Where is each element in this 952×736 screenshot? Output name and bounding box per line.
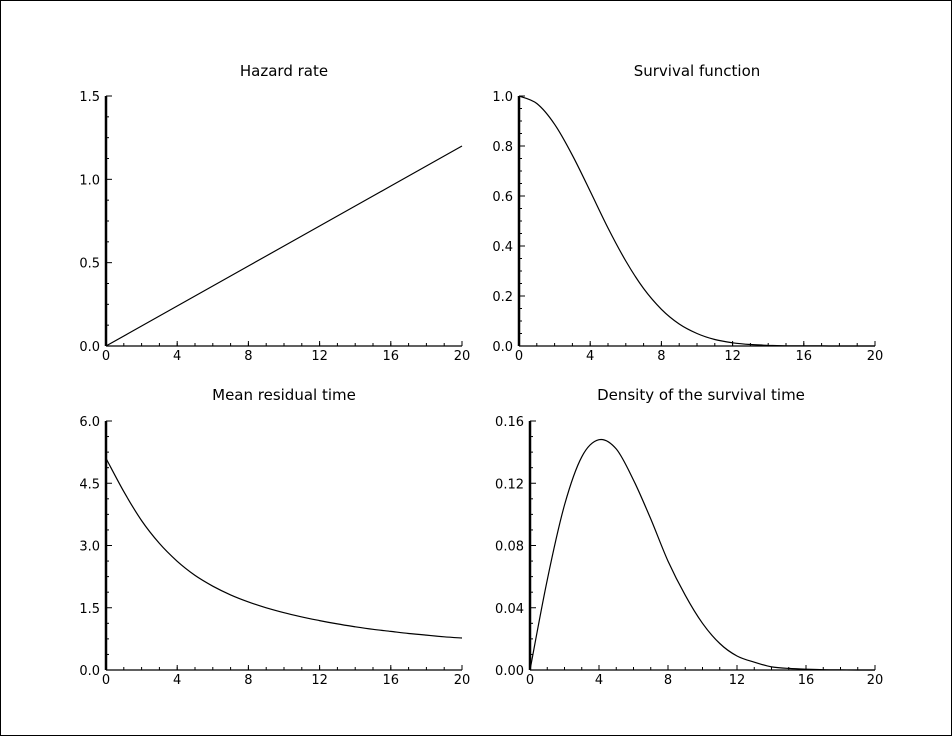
y-tick-label: 0.12 [495,477,524,492]
axes: 0 4 8 12 16 20 0.0 1.5 3.0 4.5 6.0 [79,415,470,688]
x-tick-label: 20 [867,673,884,688]
x-tick-label: 12 [729,673,746,688]
axes: 0 4 8 12 16 20 0.0 0.5 1.0 1.5 [79,90,470,364]
x-tick-label: 0 [526,673,534,688]
x-tick-label: 4 [173,349,181,364]
x-tick-label: 12 [311,349,328,364]
y-tick-label: 3.0 [79,540,100,555]
y-tick-label: 0.16 [495,415,524,430]
y-tick-label: 0.4 [492,240,513,255]
series-line [529,438,875,671]
panel-hazard-rate: Hazard rate 0 4 8 12 16 20 0.0 0.5 1.0 1.5 [79,62,470,364]
x-tick-label: 8 [657,349,665,364]
y-tick-label: 0.8 [492,140,513,155]
x-tick-label: 0 [102,673,110,688]
series-line [105,145,463,347]
panel-survival-function: Survival function 0 4 8 12 16 200.00.20.40.60… [492,62,883,364]
y-tick-label: 0.2 [492,290,513,305]
y-tick-label: 0.0 [79,340,100,355]
x-tick-label: 8 [664,673,672,688]
x-tick-label: 20 [454,349,471,364]
x-tick-label: 20 [454,673,471,688]
x-tick-label: 20 [867,349,884,364]
panel-title: Density of the survival time [597,386,805,404]
panel-title: Survival function [634,62,761,80]
y-tick-label: 0.08 [495,540,524,555]
panel-title: Hazard rate [240,62,328,80]
x-tick-label: 16 [383,349,400,364]
x-tick-label: 12 [724,349,741,364]
y-tick-label: 0.04 [495,602,524,617]
axes: 0 4 8 12 16 20 0.0 0.2 0.4 0.6 0.8 1.0 [492,90,883,364]
x-tick-label: 16 [798,673,815,688]
x-tick-label: 12 [311,673,328,688]
y-tick-label: 0.00 [495,664,524,679]
panel-title: Mean residual time [212,386,356,404]
x-tick-label: 0 [102,349,110,364]
x-tick-label: 0 [515,349,523,364]
x-tick-label: 16 [383,673,400,688]
y-tick-label: 1.0 [492,90,513,105]
y-tick-label: 0.5 [79,257,100,272]
y-tick-label: 1.0 [79,173,100,188]
series-line [105,458,463,639]
panel-density-survival-time: Density of the survival time 0 4 8 12 16 20 0.… [495,386,883,688]
x-tick-label: 4 [586,349,594,364]
x-tick-label: 4 [595,673,603,688]
x-tick-label: 4 [173,673,181,688]
x-tick-label: 8 [244,673,252,688]
x-tick-label: 16 [796,349,813,364]
y-tick-label: 0.6 [492,190,513,205]
y-tick-label: 6.0 [79,415,100,430]
x-tick-label: 8 [244,349,252,364]
y-tick-label: 1.5 [79,602,100,617]
series-line [518,95,875,347]
y-tick-label: 4.5 [79,477,100,492]
y-tick-label: 0.0 [492,340,513,355]
panel-mean-residual-time: Mean residual time 0 4 8 12 16 20 0.0 1.5 3.0 4.5… [79,386,470,688]
y-tick-label: 1.5 [79,90,100,105]
y-tick-label: 0.0 [79,664,100,679]
